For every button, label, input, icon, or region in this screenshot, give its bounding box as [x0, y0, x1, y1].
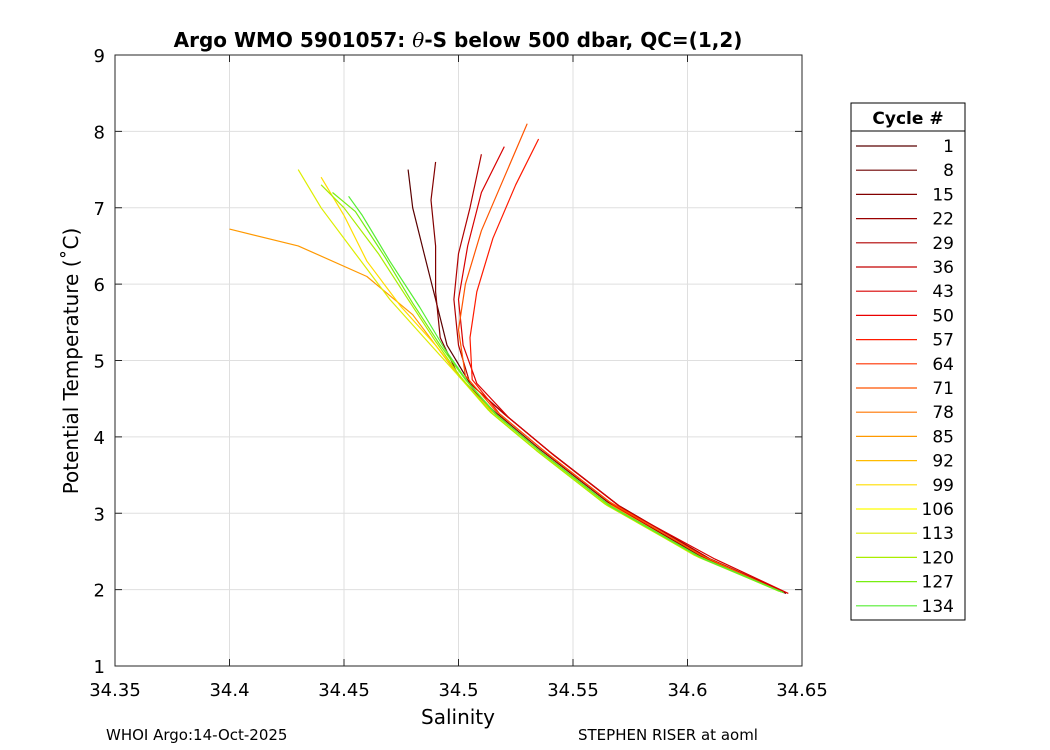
legend-entry-label: 64 [932, 355, 954, 375]
legend-entry-label: 29 [932, 234, 954, 254]
legend-entry-label: 106 [922, 500, 954, 520]
y-tick-label: 2 [94, 581, 105, 602]
x-axis-ticks: 34.35 34.4 34.45 34.5 34.55 34.6 34.65 [89, 55, 828, 701]
y-axis-label: Potential Temperature (˚C) [59, 228, 83, 495]
y-tick-label: 6 [94, 275, 105, 296]
legend-entry-label: 113 [922, 524, 954, 544]
y-axis-ticks: 1 2 3 4 5 6 7 8 9 [94, 46, 802, 678]
y-tick-label: 9 [94, 46, 105, 67]
x-tick-label: 34.4 [209, 680, 249, 701]
profile-line [320, 184, 780, 592]
profile-line [348, 195, 784, 594]
legend-entry-label: 134 [922, 597, 954, 617]
legend-entry-label: 1 [943, 137, 954, 157]
legend-entry-label: 99 [932, 476, 954, 496]
legend-entry-label: 71 [932, 379, 954, 399]
x-tick-label: 34.45 [318, 680, 370, 701]
legend-entry-label: 50 [932, 306, 954, 326]
profile-line [457, 146, 789, 594]
legend-entry-label: 36 [932, 258, 954, 278]
y-tick-label: 1 [94, 657, 105, 678]
legend-entry-label: 92 [932, 452, 954, 472]
legend-entry-label: 85 [932, 427, 954, 447]
x-axis-label: Salinity [421, 705, 495, 729]
y-tick-label: 3 [94, 504, 105, 525]
y-tick-label: 5 [94, 352, 105, 373]
legend-entry-label: 8 [943, 161, 954, 181]
chart-title: Argo WMO 5901057: θ-S below 500 dbar, QC… [174, 28, 743, 52]
y-tick-label: 7 [94, 199, 105, 220]
footer-attribution: STEPHEN RISER at aoml [578, 726, 758, 744]
x-tick-label: 34.65 [776, 680, 828, 701]
y-tick-label: 8 [94, 122, 105, 143]
legend-entry-label: 120 [922, 548, 954, 568]
legend-box [850, 102, 966, 621]
legend-entry-label: 127 [922, 573, 954, 593]
legend-entry-label: 57 [932, 331, 954, 351]
footer-credit: WHOI Argo:14-Oct-2025 [106, 726, 288, 744]
y-tick-label: 4 [94, 428, 105, 449]
x-tick-label: 34.6 [667, 680, 707, 701]
legend-entry-label: 22 [932, 210, 954, 230]
x-tick-label: 34.5 [438, 680, 478, 701]
legend-entry-label: 15 [932, 185, 954, 205]
legend-entries: 1 8 15 22 29 36 43 50 57 64 71 78 85 92 99 106 113 120 127… [856, 137, 954, 617]
series-layer [229, 123, 789, 594]
legend-entry-label: 78 [932, 403, 954, 423]
profile-line [457, 123, 782, 593]
legend-entry-label: 43 [932, 282, 954, 302]
legend-title: Cycle # [872, 109, 943, 129]
legend: Cycle # 18152229364350576471788592991061… [850, 102, 966, 621]
x-tick-label: 34.35 [89, 680, 141, 701]
x-tick-label: 34.55 [547, 680, 599, 701]
